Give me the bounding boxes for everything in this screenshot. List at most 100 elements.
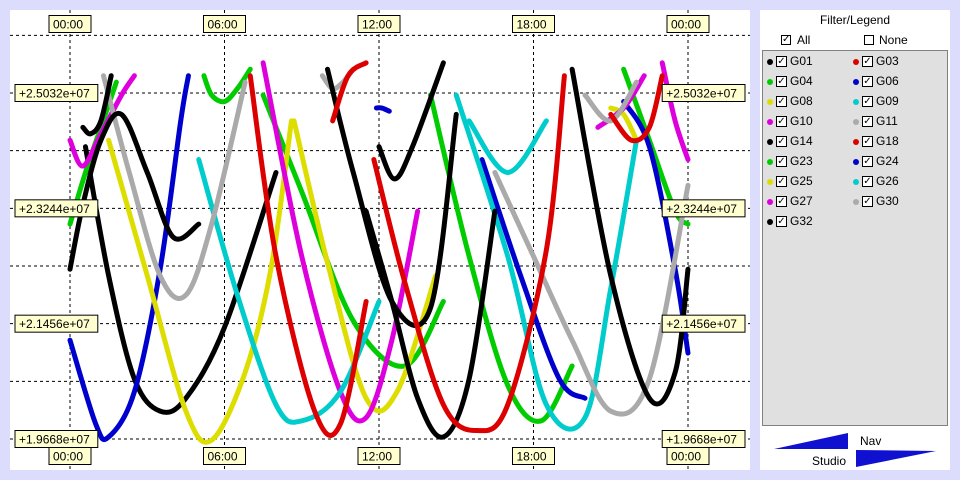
legend-item-label: G10 bbox=[790, 114, 813, 128]
legend-item-label: G25 bbox=[790, 174, 813, 188]
x-tick-label-bottom-box bbox=[203, 447, 246, 465]
x-tick-label-bottom-box bbox=[512, 447, 555, 465]
legend-color-marker bbox=[767, 219, 773, 225]
y-tick-label-right-box bbox=[661, 199, 746, 218]
legend-checkbox[interactable]: ✓ bbox=[862, 196, 873, 207]
series-line-g18 bbox=[608, 73, 665, 144]
y-tick-label-left-text: +2.3244e+07 bbox=[19, 202, 90, 216]
none-checkbox[interactable] bbox=[864, 35, 874, 45]
legend-checkbox[interactable]: ✓ bbox=[862, 156, 873, 167]
legend-title: Filter/Legend bbox=[819, 13, 891, 27]
legend-checkbox[interactable]: ✓ bbox=[776, 136, 787, 147]
x-tick-label-top-text: 00:00 bbox=[671, 18, 701, 32]
legend-checkbox[interactable]: ✓ bbox=[776, 216, 787, 227]
legend-list: ✓ G01 ✓ G03 ✓ G04 ✓ G06 ✓ G08 ✓ G09 ✓ G10 ✓ G11 ✓ G14 ✓ G18… bbox=[762, 50, 948, 426]
x-tick-label-bottom: 00:00 bbox=[666, 447, 710, 465]
all-checkbox[interactable]: ✓ bbox=[781, 34, 791, 45]
legend-item-label: G27 bbox=[790, 194, 813, 208]
nav-label: Nav bbox=[860, 434, 881, 448]
series-line-g06 bbox=[373, 105, 392, 114]
legend-checkbox[interactable]: ✓ bbox=[776, 76, 787, 87]
legend-checkbox[interactable]: ✓ bbox=[862, 76, 873, 87]
y-tick-label-right: +2.5032e+07 bbox=[661, 84, 746, 102]
legend-item-label: G01 bbox=[790, 54, 813, 68]
y-tick-label-left-box bbox=[14, 199, 99, 218]
legend-checkbox[interactable]: ✓ bbox=[776, 116, 787, 127]
series-line-g09 bbox=[196, 157, 382, 425]
legend-checkbox[interactable]: ✓ bbox=[862, 136, 873, 147]
nav-left-arrow[interactable] bbox=[774, 433, 848, 449]
series-line-g10 bbox=[67, 73, 137, 169]
y-tick-label-right-text: +2.1456e+07 bbox=[666, 317, 737, 331]
x-tick-label-bottom-text: 00:00 bbox=[671, 450, 701, 464]
series-line-g03 bbox=[330, 60, 369, 124]
legend-checkbox[interactable]: ✓ bbox=[862, 176, 873, 187]
legend-color-marker bbox=[853, 139, 859, 145]
orbit-chart: 00:00 00:00 06:00 06:00 12:00 12:00 18:00 18:00… bbox=[10, 10, 750, 470]
series-line-g08 bbox=[106, 118, 294, 445]
legend-color-marker bbox=[853, 99, 859, 105]
legend-checkbox[interactable]: ✓ bbox=[776, 176, 787, 187]
y-tick-label-right: +1.9668e+07 bbox=[661, 430, 746, 448]
legend-checkbox[interactable]: ✓ bbox=[862, 96, 873, 107]
y-tick-label-left: +1.9668e+07 bbox=[14, 430, 99, 448]
legend-item-label: G06 bbox=[876, 74, 899, 88]
series-line-g32 bbox=[363, 208, 498, 440]
y-tick-label-right-text: +2.3244e+07 bbox=[666, 202, 737, 216]
filter-legend-panel: Filter/Legend ✓ All None ✓ G01 ✓ G03 ✓ G04 ✓ G0… bbox=[760, 10, 950, 430]
x-tick-label-top: 00:00 bbox=[666, 15, 710, 33]
series-line-g14 bbox=[80, 73, 114, 137]
x-tick-label-bottom: 00:00 bbox=[48, 447, 92, 465]
x-tick-label-top-box bbox=[357, 15, 401, 33]
y-tick-label-left-box bbox=[14, 430, 99, 448]
x-tick-label-top-box bbox=[203, 15, 246, 33]
legend-item-label: G26 bbox=[876, 174, 899, 188]
series-line-g32 bbox=[569, 66, 691, 407]
series-line-g11 bbox=[100, 73, 248, 301]
legend-item-label: G03 bbox=[876, 54, 899, 68]
legend-checkbox[interactable]: ✓ bbox=[862, 56, 873, 67]
legend-item-label: G09 bbox=[876, 94, 899, 108]
legend-checkbox[interactable]: ✓ bbox=[776, 96, 787, 107]
x-tick-label-bottom: 12:00 bbox=[357, 447, 401, 465]
legend-item-label: G11 bbox=[876, 114, 898, 128]
nav-arrows-icon: Nav Studio bbox=[774, 433, 936, 468]
y-tick-label-right-box bbox=[661, 84, 746, 102]
y-tick-label-left-text: +2.1456e+07 bbox=[19, 317, 90, 331]
legend-checkbox[interactable]: ✓ bbox=[776, 156, 787, 167]
legend-item-label: G23 bbox=[790, 154, 813, 168]
legend-color-marker bbox=[767, 59, 773, 65]
series-line-g11 bbox=[582, 79, 639, 124]
y-tick-label-left: +2.5032e+07 bbox=[14, 84, 99, 102]
nav-right-arrow[interactable] bbox=[856, 450, 936, 467]
legend-color-marker bbox=[767, 179, 773, 185]
series-line-g25 bbox=[291, 118, 439, 414]
y-tick-label-right-box bbox=[661, 314, 746, 333]
legend-color-marker bbox=[853, 179, 859, 185]
series-line-g14 bbox=[376, 60, 446, 182]
x-tick-label-top: 06:00 bbox=[203, 15, 246, 33]
legend-color-marker bbox=[853, 79, 859, 85]
none-label: None bbox=[879, 33, 908, 47]
legend-checkbox[interactable]: ✓ bbox=[776, 196, 787, 207]
y-tick-label-right-box bbox=[661, 430, 746, 448]
x-tick-label-top: 00:00 bbox=[48, 15, 92, 33]
legend-checkbox[interactable]: ✓ bbox=[776, 56, 787, 67]
legend-color-marker bbox=[767, 139, 773, 145]
legend-color-marker bbox=[767, 99, 773, 105]
legend-item-label: G14 bbox=[790, 134, 813, 148]
y-tick-label-left-text: +1.9668e+07 bbox=[19, 433, 90, 447]
plot-area: 00:00 00:00 06:00 06:00 12:00 12:00 18:00 18:00… bbox=[10, 10, 750, 470]
x-tick-label-top: 18:00 bbox=[512, 15, 555, 33]
x-tick-label-bottom-text: 06:00 bbox=[208, 450, 238, 464]
legend-item-label: G30 bbox=[876, 194, 899, 208]
legend-color-marker bbox=[767, 159, 773, 165]
y-tick-label-left-box bbox=[14, 84, 99, 102]
series-line-g25 bbox=[608, 105, 639, 143]
nav-studio-widget[interactable]: Nav Studio bbox=[760, 430, 950, 470]
y-tick-label-left-text: +2.5032e+07 bbox=[19, 87, 90, 101]
x-tick-label-bottom-box bbox=[357, 447, 401, 465]
legend-color-marker bbox=[853, 119, 859, 125]
legend-checkbox[interactable]: ✓ bbox=[862, 116, 873, 127]
x-tick-label-top-text: 18:00 bbox=[517, 18, 547, 32]
